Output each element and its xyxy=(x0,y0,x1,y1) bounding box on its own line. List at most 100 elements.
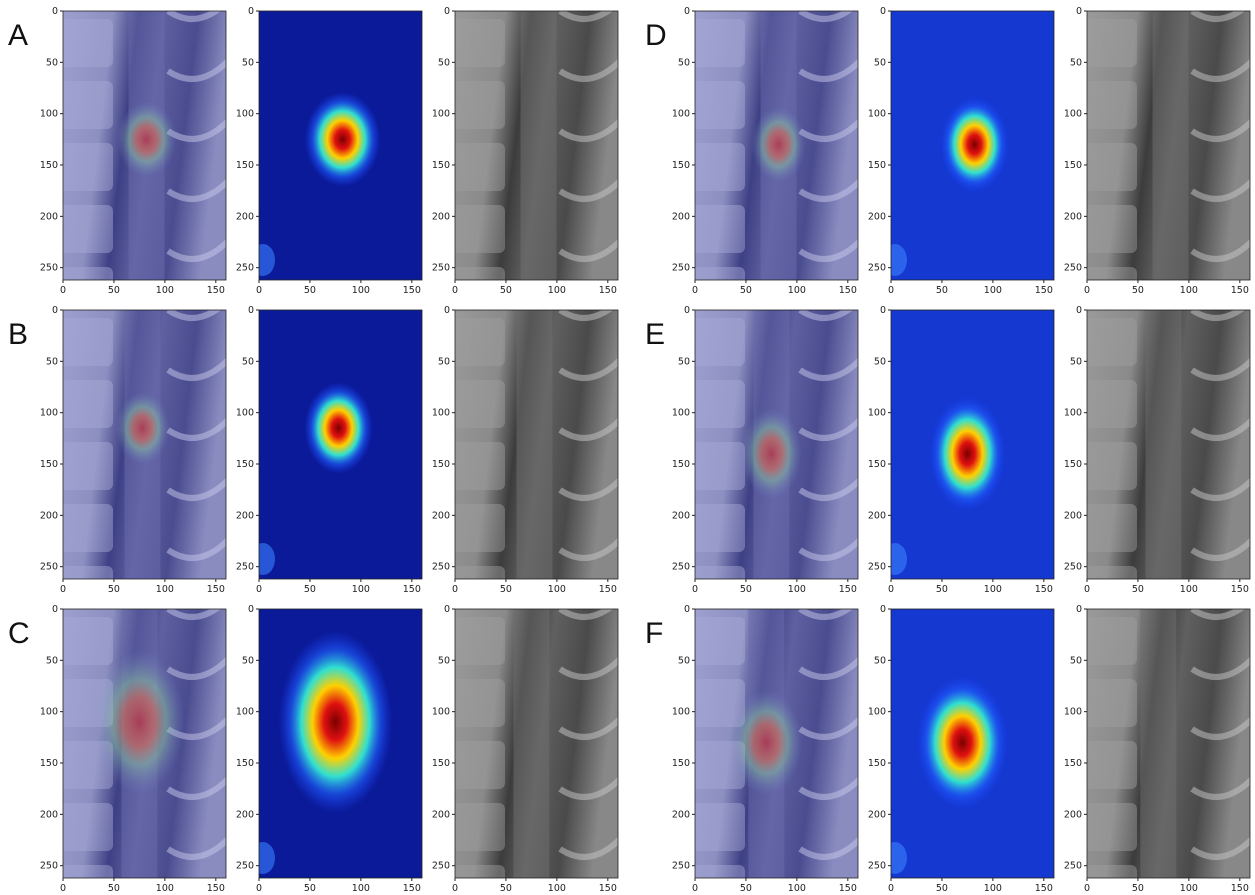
y-tick-label: 200 xyxy=(1064,211,1082,222)
y-tick-label: 0 xyxy=(1076,6,1082,17)
vertebra xyxy=(690,442,745,490)
figure: A050100150050100150200250050100150050100… xyxy=(0,0,1255,895)
vertebra xyxy=(690,566,745,614)
image xyxy=(1082,300,1252,614)
image xyxy=(450,599,620,895)
y-tick-label: 0 xyxy=(684,6,690,17)
x-tick-label: 50 xyxy=(304,285,316,296)
x-tick-label: 150 xyxy=(1035,285,1053,296)
vertebra xyxy=(58,865,113,895)
subplot: 050100150050100150200250 xyxy=(432,300,620,614)
x-tick-label: 50 xyxy=(1132,883,1144,894)
y-tick-label: 100 xyxy=(40,707,58,718)
x-tick-label: 100 xyxy=(156,883,174,894)
x-tick-label: 100 xyxy=(984,883,1002,894)
y-tick-label: 100 xyxy=(236,408,254,419)
vertebra xyxy=(690,143,745,191)
x-tick-label: 0 xyxy=(692,285,698,296)
y-tick-label: 150 xyxy=(868,459,886,470)
vertebra xyxy=(58,504,113,552)
y-tick-label: 150 xyxy=(1064,160,1082,171)
image xyxy=(690,300,860,614)
x-tick-label: 0 xyxy=(256,584,262,595)
subplot: 050100150050100150200250 xyxy=(432,599,620,895)
y-tick-label: 100 xyxy=(1064,408,1082,419)
overlay-blob xyxy=(94,650,184,794)
image xyxy=(1082,1,1252,315)
vertebra xyxy=(1082,380,1137,428)
vertebra xyxy=(58,803,113,851)
y-tick-label: 150 xyxy=(672,160,690,171)
x-tick-label: 0 xyxy=(888,285,894,296)
subplot: 050100150050100150200250 xyxy=(1064,300,1252,614)
x-tick-label: 150 xyxy=(839,285,857,296)
corner-blob xyxy=(251,842,275,874)
x-tick-label: 150 xyxy=(599,883,617,894)
y-tick-label: 150 xyxy=(236,459,254,470)
vertebra xyxy=(450,19,505,67)
y-tick-label: 50 xyxy=(438,57,450,68)
x-tick-label: 0 xyxy=(1084,285,1090,296)
x-tick-label: 150 xyxy=(1035,883,1053,894)
y-tick-label: 100 xyxy=(236,707,254,718)
vertebra xyxy=(450,81,505,129)
image xyxy=(450,1,620,315)
y-tick-label: 100 xyxy=(432,109,450,120)
x-tick-label: 50 xyxy=(1132,285,1144,296)
image xyxy=(883,11,1054,280)
y-tick-label: 150 xyxy=(40,459,58,470)
vertebra xyxy=(1082,803,1137,851)
subplot: 050100150050100150200250 xyxy=(1064,1,1252,315)
y-tick-label: 50 xyxy=(1070,655,1082,666)
y-tick-label: 250 xyxy=(236,562,254,573)
vertebra xyxy=(1082,865,1137,895)
x-tick-label: 50 xyxy=(936,584,948,595)
vertebra xyxy=(450,679,505,727)
vertebra xyxy=(690,865,745,895)
y-tick-label: 100 xyxy=(868,109,886,120)
y-tick-label: 150 xyxy=(672,459,690,470)
heatmap-blob xyxy=(940,97,1008,192)
overlay-blob xyxy=(730,690,802,795)
y-tick-label: 150 xyxy=(40,160,58,171)
y-tick-label: 200 xyxy=(40,510,58,521)
x-tick-label: 150 xyxy=(403,285,421,296)
panel-label: E xyxy=(645,318,665,351)
y-tick-label: 150 xyxy=(432,160,450,171)
vertebra xyxy=(450,617,505,665)
y-tick-label: 100 xyxy=(672,707,690,718)
x-tick-label: 150 xyxy=(599,584,617,595)
image xyxy=(251,310,422,579)
heatmap-blob xyxy=(929,397,1005,511)
y-tick-label: 200 xyxy=(432,211,450,222)
vertebra xyxy=(690,380,745,428)
vertebra xyxy=(450,865,505,895)
vertebra xyxy=(690,803,745,851)
subplot: 050100150050100150200250 xyxy=(236,305,422,595)
x-tick-label: 0 xyxy=(452,285,458,296)
vertebra xyxy=(58,318,113,366)
vertebra xyxy=(1082,504,1137,552)
vertebra xyxy=(450,318,505,366)
subplot: 050100150050100150200250 xyxy=(1064,599,1252,895)
y-tick-label: 0 xyxy=(1076,305,1082,316)
x-tick-label: 100 xyxy=(1180,285,1198,296)
y-tick-label: 100 xyxy=(40,408,58,419)
heatmap-blob xyxy=(278,631,392,813)
cord xyxy=(1145,310,1181,579)
y-tick-label: 100 xyxy=(672,408,690,419)
x-tick-label: 150 xyxy=(403,883,421,894)
subplot: 050100150050100150200250 xyxy=(672,599,860,895)
heatmap-blob xyxy=(304,382,372,473)
vertebra xyxy=(58,81,113,129)
y-tick-label: 50 xyxy=(678,57,690,68)
y-tick-label: 50 xyxy=(1070,356,1082,367)
y-tick-label: 200 xyxy=(868,211,886,222)
x-tick-label: 50 xyxy=(108,584,120,595)
y-tick-label: 100 xyxy=(432,408,450,419)
overlay-blob xyxy=(117,102,177,177)
x-tick-label: 0 xyxy=(1084,584,1090,595)
x-tick-label: 150 xyxy=(1231,285,1249,296)
y-tick-label: 200 xyxy=(868,510,886,521)
